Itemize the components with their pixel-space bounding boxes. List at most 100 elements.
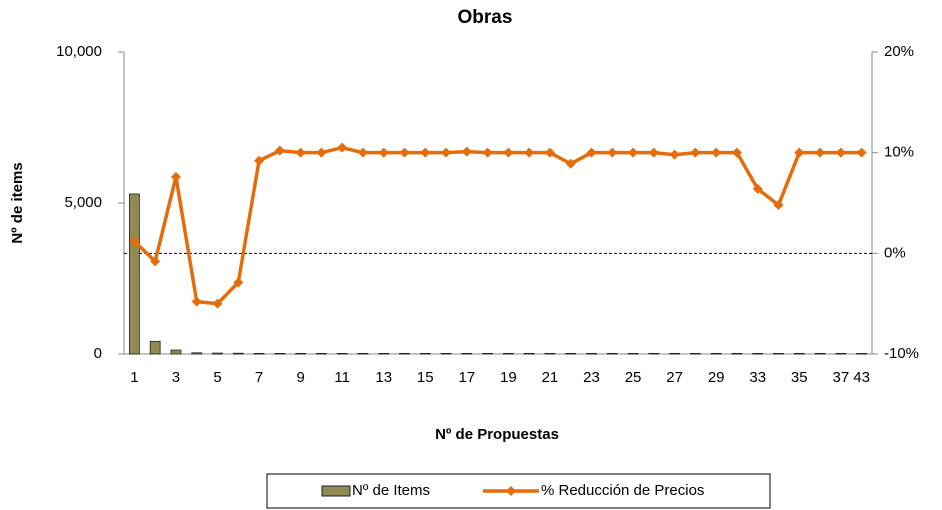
x-tick-label: 1 <box>130 369 138 386</box>
x-tick-label: 19 <box>500 369 517 386</box>
bar <box>710 352 722 355</box>
bar <box>856 352 868 355</box>
legend-label: % Reducción de Precios <box>541 482 704 499</box>
x-tick-label: 33 <box>749 369 766 386</box>
bar <box>544 352 556 355</box>
marker <box>731 147 742 158</box>
y-tick-label: 5,000 <box>64 194 102 211</box>
marker <box>815 147 826 158</box>
marker <box>357 147 368 158</box>
bar <box>295 352 307 355</box>
bar <box>773 352 784 355</box>
x-tick-label: 43 <box>853 369 870 386</box>
x-tick-label: 5 <box>213 369 221 386</box>
bar <box>274 352 286 355</box>
marker <box>150 256 161 267</box>
x-axis-label: Nº de Propuestas <box>435 426 559 443</box>
marker <box>690 147 701 158</box>
bar <box>669 352 681 355</box>
bar <box>523 352 535 355</box>
marker <box>565 158 576 169</box>
bar <box>128 193 140 355</box>
x-tick-label: 21 <box>542 369 559 386</box>
bar <box>502 352 514 355</box>
bar <box>149 340 161 355</box>
marker <box>628 147 639 158</box>
y2-tick-label: 20% <box>884 43 914 60</box>
y2-tick-label: 0% <box>884 244 906 261</box>
bar <box>586 352 597 355</box>
marker <box>544 147 555 158</box>
chart-title: Obras <box>458 7 513 28</box>
bar <box>627 352 639 355</box>
legend-box <box>266 473 771 509</box>
marker <box>212 298 223 309</box>
marker <box>420 147 431 158</box>
marker <box>295 147 306 158</box>
bar <box>482 352 494 355</box>
bar <box>689 352 701 355</box>
legend-label: Nº de Items <box>352 482 430 499</box>
marker <box>773 200 784 211</box>
x-tick-label: 17 <box>458 369 475 386</box>
bar <box>232 352 244 355</box>
legend-marker <box>506 486 516 496</box>
marker <box>254 155 265 166</box>
marker <box>316 147 327 158</box>
bar <box>814 352 826 355</box>
bar <box>606 352 618 355</box>
bar <box>648 352 660 355</box>
marker <box>337 142 348 153</box>
marker <box>274 145 285 156</box>
x-tick-label: 27 <box>666 369 683 386</box>
x-tick-label: 3 <box>172 369 180 386</box>
y-axis-label: Nº de items <box>9 162 26 243</box>
marker <box>607 147 618 158</box>
x-tick-label: 25 <box>625 369 642 386</box>
legend-swatch <box>321 485 351 497</box>
y2-tick-label: -10% <box>884 345 919 362</box>
bar <box>461 352 473 355</box>
x-tick-label: 37 <box>832 369 849 386</box>
bar <box>253 352 265 355</box>
marker <box>191 296 202 307</box>
marker <box>648 147 659 158</box>
bar <box>752 352 764 355</box>
marker <box>482 147 493 158</box>
marker <box>752 183 763 194</box>
y-tick-label: 10,000 <box>56 43 102 60</box>
bar <box>440 352 452 355</box>
marker <box>711 147 722 158</box>
x-tick-label: 23 <box>583 369 600 386</box>
bar <box>212 352 223 355</box>
line <box>133 145 862 306</box>
bar <box>399 352 410 355</box>
bar <box>336 352 348 355</box>
y2-tick-label: 10% <box>884 144 914 161</box>
marker <box>524 147 535 158</box>
y-tick-label: 0 <box>94 345 102 362</box>
bar <box>191 352 203 355</box>
x-tick-label: 29 <box>708 369 725 386</box>
bar <box>793 352 805 355</box>
marker <box>461 146 472 157</box>
bar <box>419 352 431 355</box>
marker <box>378 147 389 158</box>
x-tick-label: 15 <box>417 369 434 386</box>
x-tick-label: 9 <box>296 369 304 386</box>
marker <box>233 277 244 288</box>
x-tick-label: 13 <box>375 369 392 386</box>
bar <box>378 352 390 355</box>
marker <box>441 147 452 158</box>
bar <box>565 352 577 355</box>
bar <box>835 352 847 355</box>
marker <box>856 147 867 158</box>
x-tick-label: 35 <box>791 369 808 386</box>
bar <box>315 352 327 355</box>
marker <box>794 147 805 158</box>
bar <box>731 352 743 355</box>
marker <box>586 147 597 158</box>
marker <box>669 149 680 160</box>
marker <box>399 147 410 158</box>
